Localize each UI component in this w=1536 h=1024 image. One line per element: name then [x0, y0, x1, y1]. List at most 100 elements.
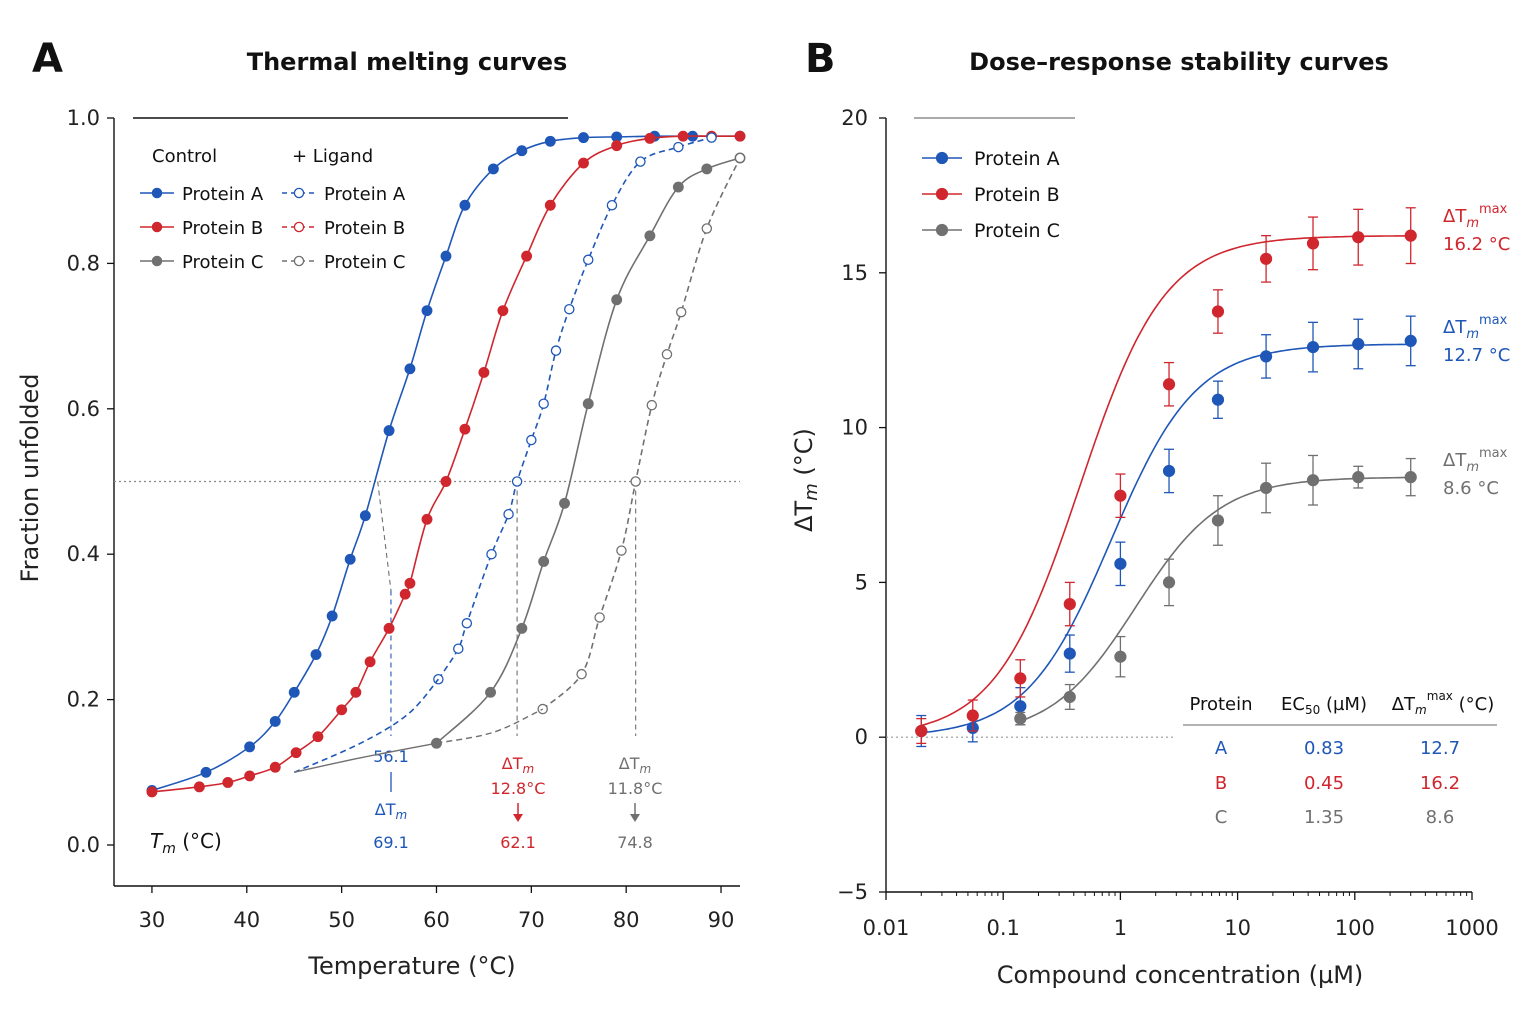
max-label-b: ΔTmmax: [1443, 202, 1508, 231]
summary-table: Protein EC50 (µM) ΔTmmax (°C) A 0.83 12.…: [1183, 689, 1497, 828]
data-point: [146, 786, 158, 798]
legend-label: Protein B: [324, 218, 405, 239]
data-point: [421, 305, 433, 317]
fit-curve: [921, 235, 1408, 727]
data-point: [644, 132, 656, 144]
data-point: [288, 686, 300, 698]
data-point: [399, 588, 411, 600]
data-point: [578, 157, 589, 169]
data-point: [537, 703, 548, 715]
annotation-a-control-tm: 56.1: [373, 747, 409, 766]
annotation-a-delta: ΔTm: [375, 800, 407, 822]
data-point: [734, 152, 746, 164]
y-axis-label-b: ΔTm (°C): [790, 428, 822, 532]
legend-label: Protein B: [182, 218, 263, 239]
legend-marker: [935, 151, 949, 165]
data-point: [578, 132, 589, 144]
legend-heading-control: Control: [152, 146, 217, 167]
data-point: [1114, 650, 1127, 663]
svg-text:0.45: 0.45: [1304, 773, 1344, 794]
svg-text:0.83: 0.83: [1304, 738, 1344, 759]
data-point: [1014, 672, 1027, 685]
panel-b: B Dose–response stability curves Compoun…: [790, 36, 1510, 989]
annotation-c-delta: ΔTm: [619, 754, 651, 776]
data-point: [383, 622, 395, 634]
table-row: B 0.45 16.2: [1215, 773, 1460, 794]
legend-marker: [935, 223, 949, 237]
x-tick-label-b: 1: [1114, 916, 1127, 940]
svg-text:A: A: [1215, 738, 1228, 759]
table-row: C 1.35 8.6: [1215, 807, 1455, 828]
x-tick-label-a: 60: [423, 908, 450, 932]
data-point: [404, 363, 416, 375]
data-point: [310, 649, 322, 660]
curve-ligand-protein-c: [542, 157, 741, 710]
legend-b: Protein A Protein B Protein C: [922, 148, 1060, 242]
annotation-c-delta-value: 11.8°C: [608, 779, 663, 798]
data-point: [1162, 464, 1176, 478]
data-point: [453, 643, 464, 654]
legend-label: Protein A: [974, 148, 1060, 170]
y-tick-label-a: 0.6: [67, 397, 100, 421]
data-point: [511, 476, 523, 487]
data-point: [611, 294, 623, 306]
y-tick-label-b: 5: [855, 570, 868, 594]
svg-text:8.6: 8.6: [1426, 807, 1455, 828]
data-point: [677, 130, 689, 142]
x-axis-label-b: Compound concentration (µM): [997, 961, 1364, 989]
data-point: [421, 513, 433, 525]
data-point: [526, 434, 537, 446]
y-tick-label-b: 15: [841, 261, 868, 285]
data-point: [478, 367, 490, 378]
data-point: [269, 715, 281, 727]
legend-marker: [293, 221, 305, 233]
panel-a-title: Thermal melting curves: [247, 48, 568, 76]
max-value-a: 12.7 °C: [1443, 345, 1510, 366]
data-point: [544, 199, 556, 211]
data-point: [1306, 341, 1320, 354]
data-point: [440, 250, 452, 262]
data-point: [244, 741, 256, 753]
table-header-protein: Protein: [1189, 694, 1252, 715]
data-point: [350, 686, 362, 698]
data-point: [1259, 350, 1273, 363]
data-point: [1306, 474, 1320, 487]
data-point: [1063, 597, 1076, 611]
data-point: [594, 612, 605, 623]
x-tick-label-b: 0.01: [863, 916, 910, 940]
max-value-b: 16.2 °C: [1443, 234, 1510, 255]
x-tick-label-a: 90: [708, 908, 735, 932]
data-point: [544, 135, 556, 147]
legend-label: Protein C: [324, 252, 405, 273]
data-point: [193, 781, 205, 793]
y-tick-label-a: 0.0: [67, 833, 100, 857]
svg-text:16.2: 16.2: [1420, 773, 1460, 794]
x-tick-label-a: 80: [613, 908, 640, 932]
y-tick-label-b: 0: [855, 725, 868, 749]
data-point: [485, 686, 496, 698]
data-point: [675, 306, 687, 318]
panel-a: A Thermal melting curves Temperature (°C…: [16, 36, 746, 980]
data-point: [503, 508, 514, 520]
data-point: [269, 761, 281, 773]
annotation-b-control-tm: 62.1: [500, 833, 536, 852]
legend-marker: [293, 255, 305, 267]
svg-text:12.7: 12.7: [1420, 738, 1460, 759]
annotation-b-delta: ΔTm: [502, 754, 534, 776]
data-point: [1259, 252, 1273, 265]
legend-label: Protein C: [182, 252, 263, 273]
data-point: [734, 130, 746, 142]
data-point: [966, 709, 979, 722]
annotations-a: 56.1 ΔTm 69.1 ΔTm 12.8°C 62.1 ΔTm 11.8°C…: [373, 747, 662, 852]
y-tick-label-a: 0.2: [67, 688, 100, 712]
curve-control-protein-a: [151, 135, 740, 792]
data-point: [1352, 337, 1365, 351]
data-point: [344, 553, 356, 565]
data-point: [290, 747, 302, 759]
table-row: A 0.83 12.7: [1215, 738, 1460, 759]
data-point: [222, 777, 234, 788]
data-point: [1211, 393, 1225, 406]
legend-label: Protein B: [974, 184, 1060, 206]
plot-area-b: [886, 207, 1417, 748]
